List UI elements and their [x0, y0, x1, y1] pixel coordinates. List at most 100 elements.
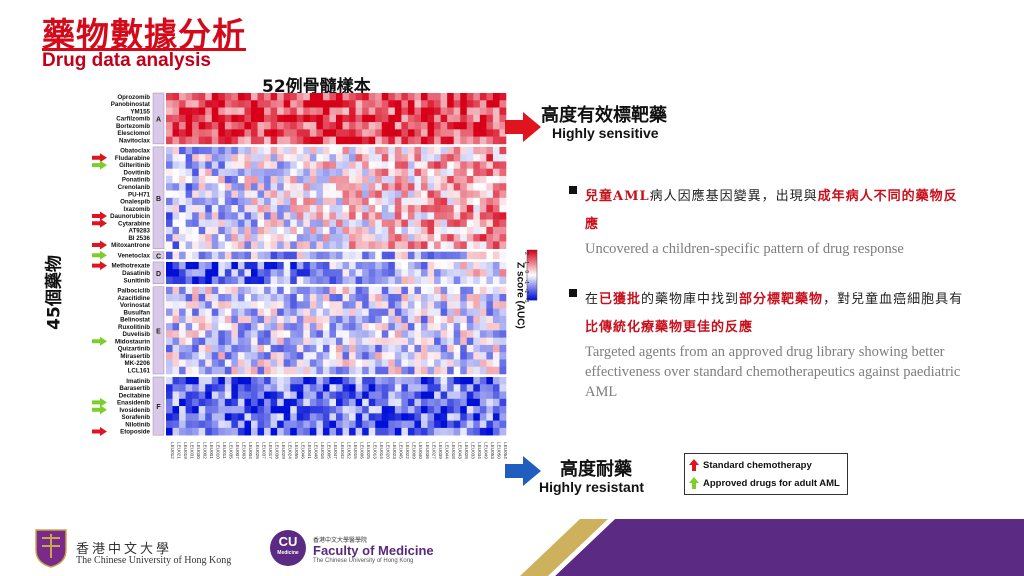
heatmap-cell: [466, 384, 474, 392]
heatmap-cell: [179, 366, 186, 375]
heatmap-cell: [375, 175, 383, 184]
heatmap-cell: [466, 269, 474, 277]
heatmap-cell: [270, 168, 278, 177]
heatmap-cell: [179, 122, 186, 130]
heatmap-cell: [211, 330, 219, 338]
heatmap-cell: [283, 190, 291, 199]
heatmap-cell: [355, 129, 363, 137]
heatmap-cell: [218, 226, 226, 235]
heatmap-cell: [388, 366, 396, 375]
heatmap-cell: [224, 276, 232, 285]
heatmap-cell: [492, 175, 500, 184]
heatmap-cell: [329, 212, 337, 220]
heatmap-cell: [205, 323, 213, 331]
heatmap-cell: [362, 261, 369, 270]
heatmap-cell: [362, 234, 369, 242]
heatmap-cell: [218, 315, 226, 324]
heatmap-cell: [342, 269, 350, 277]
group-bar: [152, 251, 165, 260]
heatmap-cell: [329, 352, 337, 360]
heatmap-cell: [414, 376, 422, 385]
heatmap-cell: [283, 276, 291, 285]
heatmap-cell: [342, 398, 350, 407]
heatmap-cell: [499, 301, 507, 309]
heatmap-cell: [394, 366, 402, 375]
heatmap-cell: [303, 183, 311, 191]
heatmap-cell: [466, 427, 474, 436]
heatmap-cell: [421, 420, 428, 429]
heatmap-cell: [322, 384, 330, 392]
heatmap-cell: [296, 427, 304, 436]
heatmap-cell: [473, 359, 481, 368]
heatmap-cell: [290, 129, 298, 137]
heatmap-cell: [244, 175, 252, 184]
heatmap-cell: [473, 234, 481, 242]
heatmap-cell: [198, 161, 206, 169]
heatmap-cell: [336, 330, 343, 338]
heatmap-cell: [460, 406, 468, 414]
heatmap-cell: [401, 427, 409, 436]
heatmap-cell: [342, 352, 350, 360]
heatmap-cell: [172, 136, 180, 145]
heatmap-cell: [277, 337, 284, 346]
heatmap-cell: [316, 129, 324, 137]
heatmap-cell: [218, 154, 226, 162]
heatmap-cell: [244, 261, 252, 270]
heatmap-cell: [362, 391, 369, 400]
heatmap-cell: [460, 276, 468, 285]
heatmap-cell: [277, 330, 284, 338]
heatmap-cell: [179, 413, 186, 421]
faculty-name-en: Faculty of Medicine: [313, 543, 434, 558]
heatmap-cell: [427, 330, 435, 338]
heatmap-cell: [479, 406, 487, 414]
heatmap-cell: [375, 261, 383, 270]
heatmap-cell: [277, 175, 284, 184]
heatmap-cell: [368, 427, 376, 436]
heatmap-cell: [473, 286, 481, 295]
heatmap-cell: [322, 294, 330, 302]
heatmap-cell: [277, 406, 284, 414]
heatmap-cell: [237, 168, 245, 177]
heatmap-cell: [329, 308, 337, 317]
heatmap-cell: [296, 261, 304, 270]
heatmap-cell: [460, 308, 468, 317]
heatmap-cell: [172, 352, 180, 360]
heatmap-cell: [375, 122, 383, 130]
heatmap-cell: [427, 129, 435, 137]
sample-label: LEU035: [229, 442, 234, 459]
heatmap-cell: [336, 183, 343, 191]
heatmap-cell: [499, 344, 507, 353]
heatmap-cell: [375, 344, 383, 353]
heatmap-cell: [329, 93, 337, 101]
heatmap-cell: [290, 269, 298, 277]
heatmap-cell: [479, 122, 487, 130]
heatmap-cell: [375, 197, 383, 206]
heatmap-cell: [447, 100, 454, 108]
heatmap-cell: [211, 308, 219, 317]
heatmap-cell: [179, 146, 186, 155]
heatmap-cell: [198, 122, 206, 130]
heatmap-cell: [427, 197, 435, 206]
heatmap-cell: [192, 212, 199, 220]
heatmap-cell: [368, 93, 376, 101]
heatmap-cell: [192, 136, 199, 145]
heatmap-cell: [492, 376, 500, 385]
heatmap-cell: [421, 294, 428, 302]
heatmap-cell: [427, 315, 435, 324]
heatmap-cell: [257, 212, 265, 220]
heatmap-cell: [303, 269, 311, 277]
heatmap-cell: [244, 122, 252, 130]
heatmap-cell: [303, 212, 311, 220]
heatmap-cell: [479, 234, 487, 242]
heatmap-cell: [316, 136, 324, 145]
heatmap-cell: [407, 406, 415, 414]
heatmap-cell: [427, 205, 435, 213]
heatmap-cell: [277, 269, 284, 277]
heatmap-cell: [322, 212, 330, 220]
heatmap-cell: [499, 122, 507, 130]
heatmap-cell: [421, 212, 428, 220]
heatmap-cell: [336, 301, 343, 309]
heatmap-cell: [460, 301, 468, 309]
heatmap-cell: [205, 413, 213, 421]
heatmap-cell: [447, 315, 454, 324]
